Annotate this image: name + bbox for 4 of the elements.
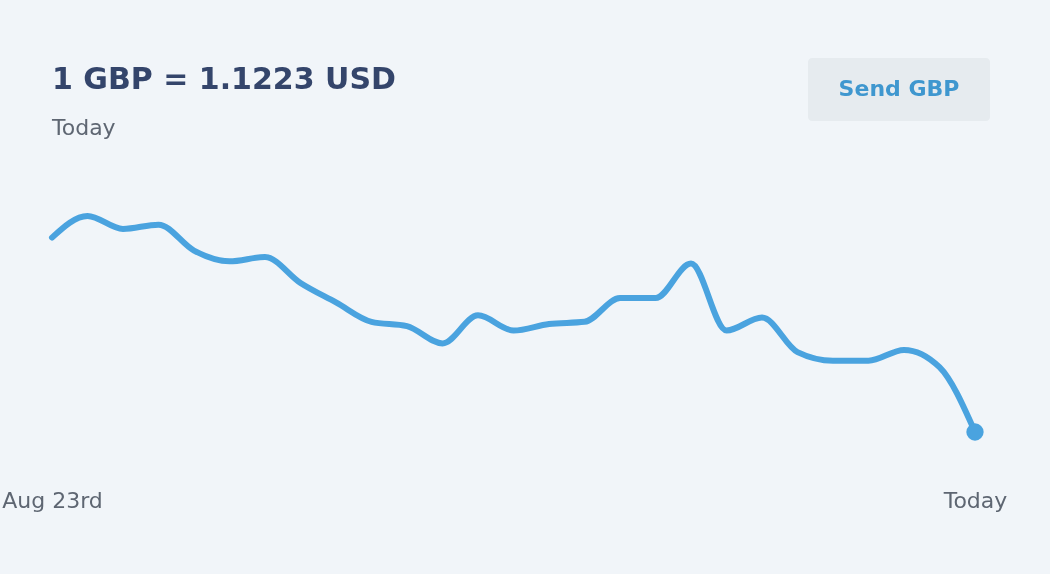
chart-title: 1 GBP = 1.1223 USD [52, 61, 396, 96]
chart-subtitle: Today [51, 115, 116, 140]
text: Send GBP [838, 76, 960, 101]
x-tick-label: Aug 23rd [2, 487, 103, 513]
